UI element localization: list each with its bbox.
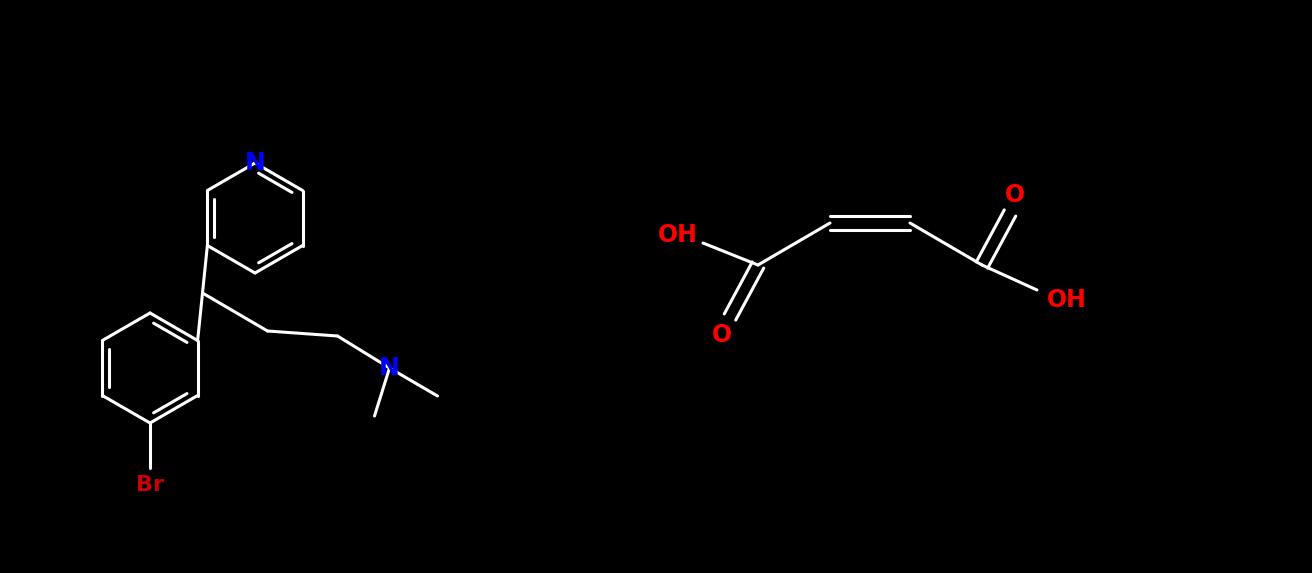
Text: N: N — [244, 151, 265, 175]
Text: O: O — [712, 323, 732, 347]
Text: OH: OH — [1047, 288, 1086, 312]
Text: O: O — [1005, 183, 1025, 207]
Text: Br: Br — [136, 475, 164, 495]
Text: OH: OH — [659, 223, 698, 247]
Text: N: N — [379, 356, 400, 380]
